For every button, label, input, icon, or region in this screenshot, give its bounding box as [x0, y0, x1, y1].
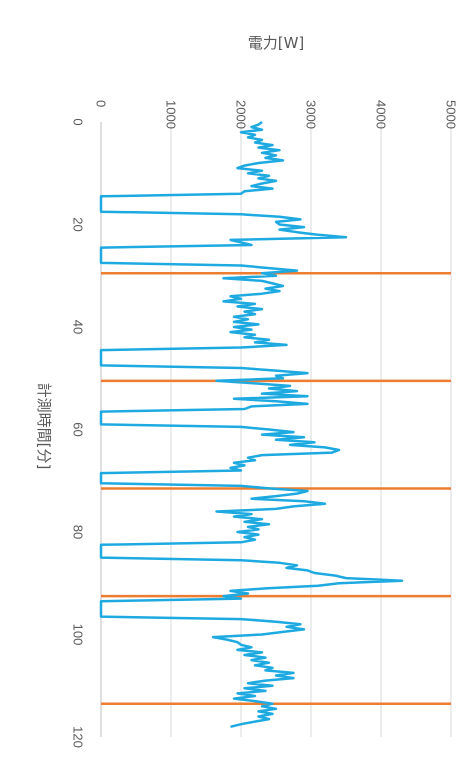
- x-tick-label-40: 40: [71, 320, 86, 334]
- y-tick-label-4000: 4000: [374, 100, 389, 129]
- series-layer: [99, 120, 404, 729]
- x-tick-label-100: 100: [71, 624, 86, 646]
- y-tick-label-3000: 3000: [304, 100, 319, 129]
- x-tick-label-20: 20: [71, 217, 86, 231]
- x-tick-label-0: 0: [71, 118, 86, 125]
- x-tick-label-80: 80: [71, 525, 86, 539]
- y-axis-title: 電力[W]: [248, 34, 305, 52]
- y-tick-label-2000: 2000: [234, 100, 249, 129]
- x-tick-label-120: 120: [71, 726, 86, 748]
- tick-labels: 0 1000 2000 3000 4000 5000 0 20 40 60 80 100 120: [71, 100, 459, 748]
- y-tick-label-0: 0: [94, 100, 109, 107]
- y-tick-label-1000: 1000: [164, 100, 179, 129]
- y-tick-label-5000: 5000: [444, 100, 459, 129]
- x-axis-title: 計測時間[分]: [35, 383, 53, 470]
- x-tick-label-60: 60: [71, 422, 86, 436]
- power-series-line-1: [99, 120, 404, 729]
